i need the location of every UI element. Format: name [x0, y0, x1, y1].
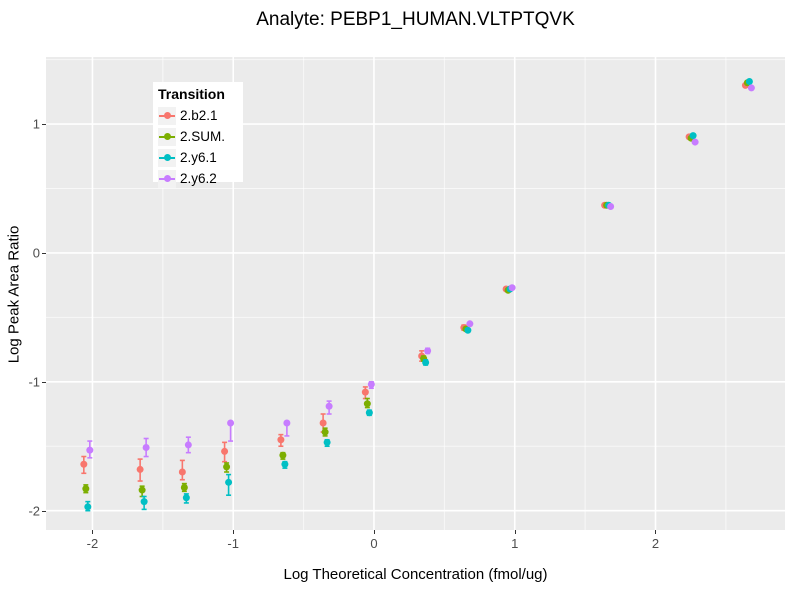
data-point [221, 447, 229, 455]
y-tick-label: -2 [28, 503, 40, 519]
x-tick-mark [514, 530, 516, 534]
y-tick-label: -1 [28, 374, 40, 390]
data-point [182, 494, 190, 502]
x-tick-mark [655, 530, 657, 534]
data-point [691, 138, 699, 146]
data-point [142, 444, 150, 452]
chart-title: Analyte: PEBP1_HUMAN.VLTPTQVK [256, 9, 575, 30]
data-point [422, 358, 430, 366]
y-tick-mark [42, 381, 46, 383]
data-point [321, 428, 329, 436]
y-tick-label: 0 [32, 245, 40, 261]
y-tick-mark [42, 510, 46, 512]
data-point [178, 468, 186, 476]
legend-key-pointrange-icon [158, 106, 176, 125]
legend-item: 2.y6.2 [158, 168, 237, 189]
data-point [365, 409, 373, 417]
data-point [508, 284, 516, 292]
data-point [319, 419, 327, 427]
legend-item-label: 2.y6.1 [180, 150, 217, 165]
data-point [84, 503, 92, 511]
data-point [223, 463, 231, 471]
data-point [325, 402, 333, 410]
data-point [138, 486, 146, 494]
data-point [689, 132, 697, 140]
legend-item-label: 2.b2.1 [180, 108, 218, 123]
data-point [363, 400, 371, 408]
data-point [745, 77, 753, 85]
legend-key-dot [164, 132, 171, 140]
legend: Transition 2.b2.1 2.SUM. 2.y6.1 2.y6.2 [153, 82, 243, 188]
data-point [227, 419, 235, 427]
legend-items: 2.b2.1 2.SUM. 2.y6.1 2.y6.2 [158, 105, 237, 189]
y-axis-title: Log Peak Area Ratio [5, 225, 23, 364]
data-point [323, 438, 331, 446]
data-point [140, 498, 148, 506]
data-point [607, 203, 615, 211]
y-tick-mark [42, 252, 46, 254]
data-point [225, 478, 233, 486]
legend-item: 2.y6.1 [158, 147, 237, 168]
legend-item-label: 2.y6.2 [180, 171, 217, 186]
data-point [136, 465, 144, 473]
legend-item-label: 2.SUM. [180, 129, 226, 144]
legend-title: Transition [158, 86, 225, 102]
data-point [747, 84, 755, 92]
data-point [277, 436, 285, 444]
x-tick-label: 1 [511, 536, 519, 551]
chart-canvas [46, 57, 785, 530]
legend-item: 2.b2.1 [158, 105, 237, 126]
y-tick-label: 1 [32, 116, 40, 132]
data-point [424, 347, 432, 355]
data-point [464, 326, 472, 334]
data-point [367, 380, 375, 388]
x-axis-title: Log Theoretical Concentration (fmol/ug) [283, 566, 548, 583]
legend-key-dot [164, 174, 171, 182]
legend-key-pointrange-icon [158, 148, 176, 167]
data-point [86, 446, 94, 454]
x-tick-mark [92, 530, 94, 534]
y-tick-mark [42, 124, 46, 126]
data-point [279, 451, 287, 459]
data-point [281, 460, 289, 468]
legend-key-pointrange-icon [158, 127, 176, 146]
x-tick-label: -1 [227, 536, 239, 551]
x-tick-mark [233, 530, 235, 534]
data-point [82, 485, 90, 493]
data-point [466, 320, 474, 328]
x-tick-label: -2 [86, 536, 99, 551]
x-tick-mark [373, 530, 375, 534]
data-point [283, 419, 291, 427]
legend-key-dot [164, 153, 171, 161]
legend-key-dot [164, 111, 171, 119]
x-tick-label: 0 [370, 536, 378, 551]
data-point [180, 483, 188, 491]
x-tick-label: 2 [651, 536, 660, 551]
data-point [80, 460, 88, 468]
legend-item: 2.SUM. [158, 126, 237, 147]
legend-key-pointrange-icon [158, 169, 176, 188]
data-point [184, 441, 192, 449]
data-point [361, 388, 369, 396]
